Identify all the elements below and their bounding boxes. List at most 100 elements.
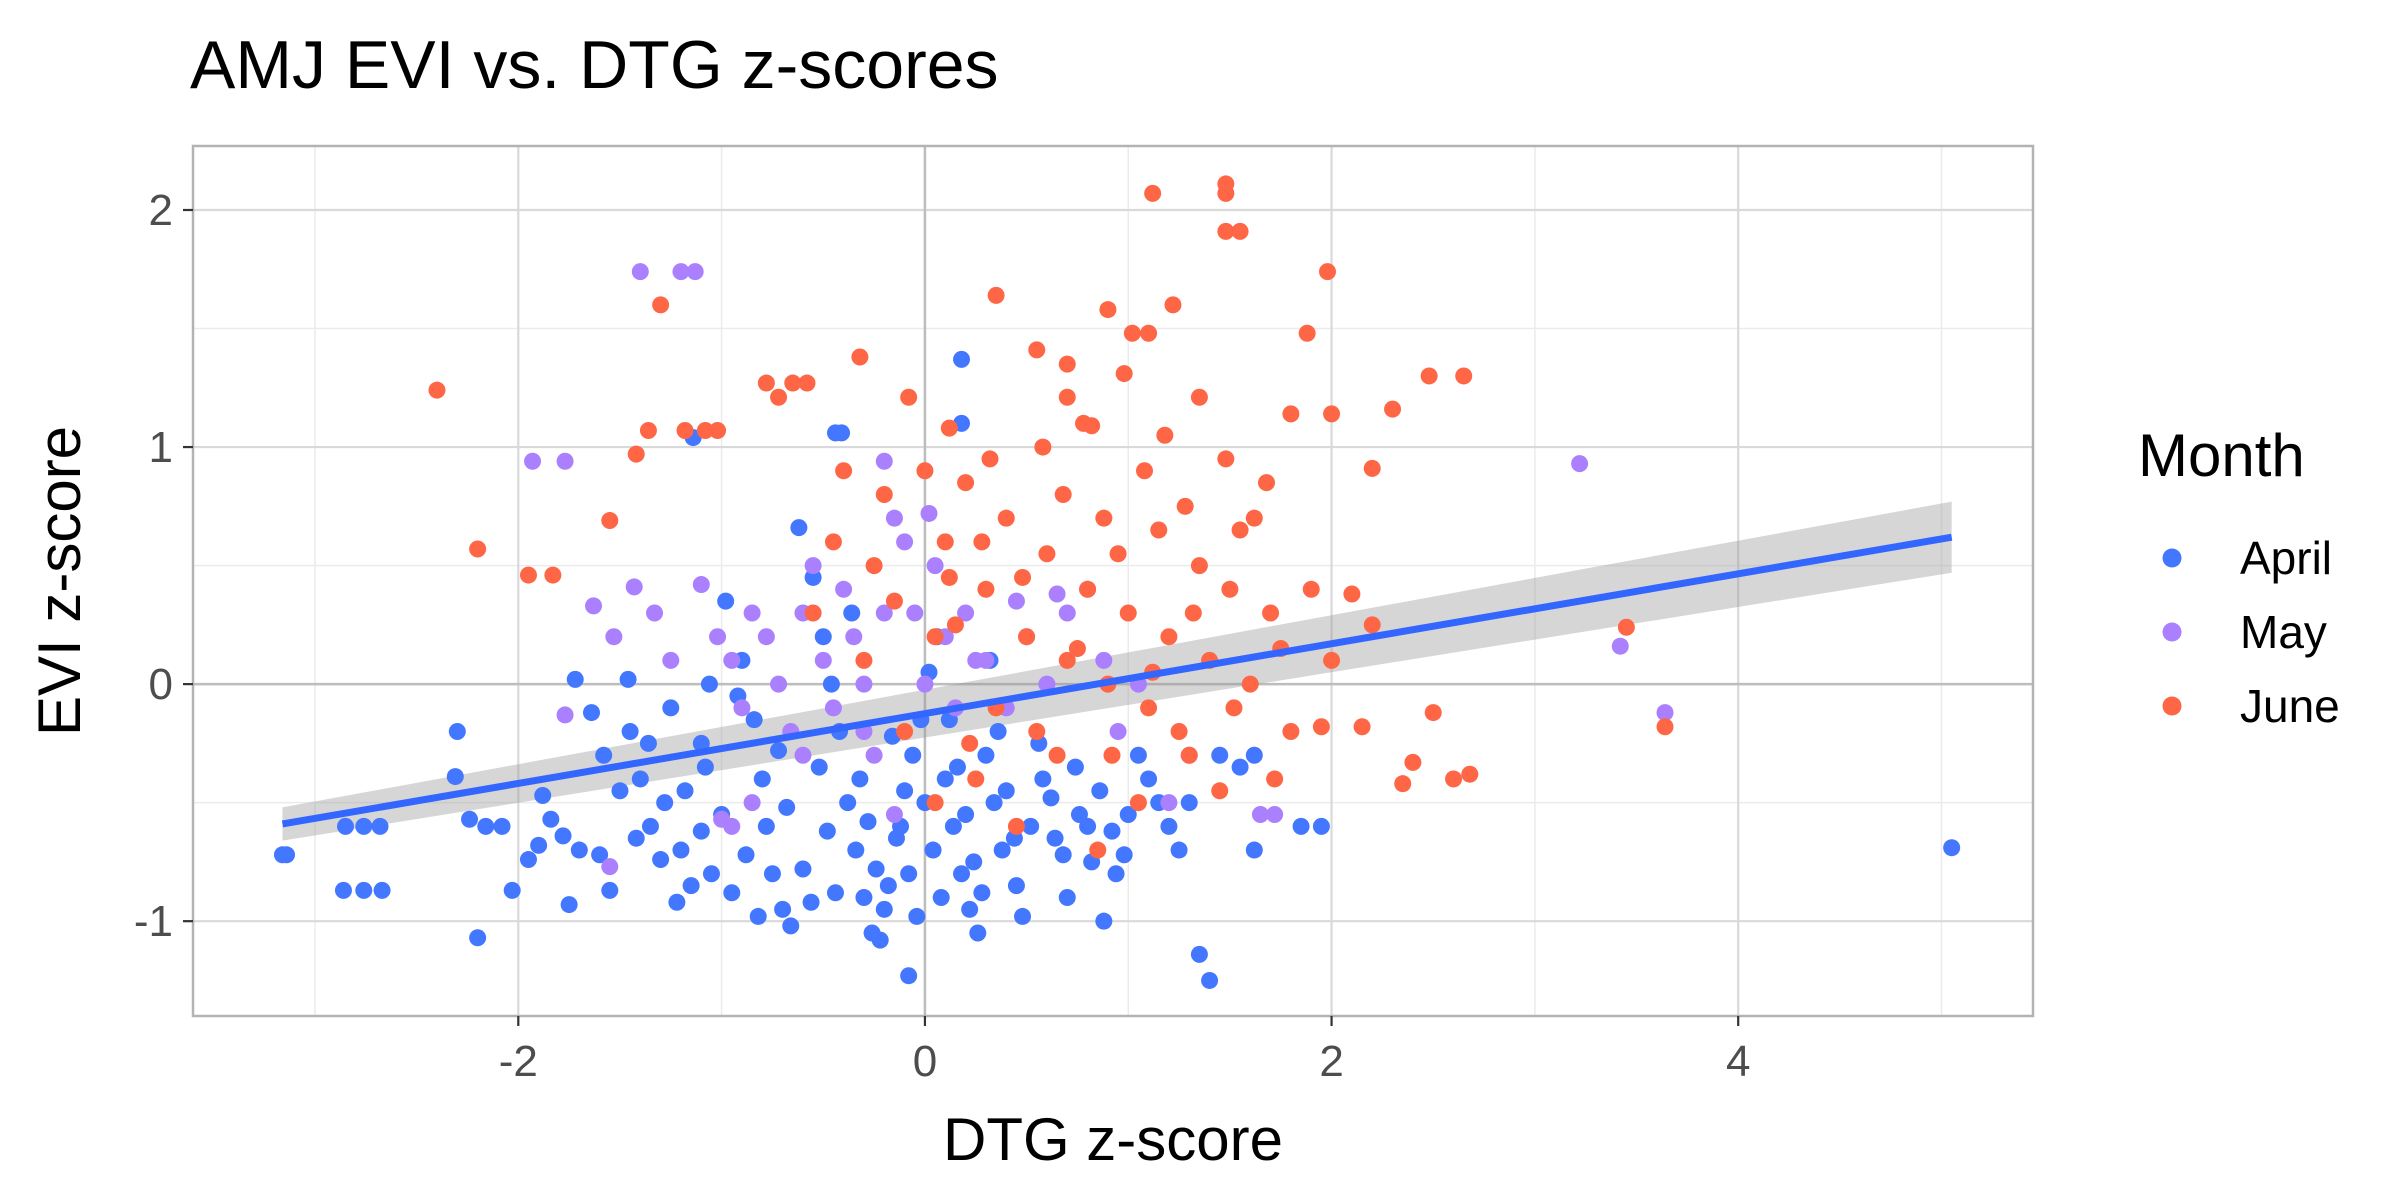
- data-point: [924, 841, 942, 859]
- data-point: [763, 865, 781, 883]
- data-point: [1164, 296, 1182, 314]
- data-point: [802, 893, 820, 911]
- data-point: [1054, 485, 1072, 503]
- data-point: [446, 768, 464, 786]
- data-point: [582, 704, 600, 722]
- data-point: [1058, 388, 1076, 406]
- data-point: [585, 597, 603, 615]
- data-point: [953, 350, 971, 368]
- plot-panel-border: [191, 144, 2035, 1018]
- y-tick-label: -1: [134, 897, 173, 946]
- chart-title: AMJ EVI vs. DTG z-scores: [190, 27, 999, 103]
- x-tick-label: 2: [1319, 1037, 1343, 1086]
- data-point: [835, 462, 853, 480]
- data-point: [1066, 758, 1084, 776]
- data-point: [859, 813, 877, 831]
- data-point: [428, 381, 446, 399]
- data-point: [709, 421, 727, 439]
- data-point: [743, 604, 761, 622]
- data-point: [1353, 718, 1371, 736]
- data-point: [1571, 455, 1589, 473]
- data-point: [448, 723, 466, 741]
- data-point: [957, 474, 975, 492]
- data-point: [1323, 651, 1341, 669]
- data-points-layer: [273, 175, 1961, 989]
- data-point: [1170, 723, 1188, 741]
- data-point: [855, 675, 873, 693]
- data-point: [1107, 865, 1125, 883]
- data-point: [1160, 817, 1178, 835]
- data-point: [896, 533, 914, 551]
- data-point: [926, 794, 944, 812]
- data-point: [851, 770, 869, 788]
- data-point: [1217, 184, 1235, 202]
- data-point: [1140, 324, 1158, 342]
- data-point: [753, 770, 771, 788]
- data-point: [1034, 438, 1052, 456]
- data-point: [702, 865, 720, 883]
- data-point: [1420, 367, 1438, 385]
- data-point: [601, 512, 619, 530]
- data-point: [1046, 829, 1064, 847]
- data-point: [554, 827, 572, 845]
- data-point: [900, 967, 918, 985]
- x-tick-label: 4: [1726, 1037, 1750, 1086]
- legend-key-april: [2162, 548, 2182, 568]
- legend: Month April May June: [2138, 422, 2340, 732]
- data-point: [926, 557, 944, 575]
- data-point: [804, 557, 822, 575]
- data-point: [940, 568, 958, 586]
- data-point: [908, 907, 926, 925]
- data-point: [627, 829, 645, 847]
- data-point: [1109, 545, 1127, 563]
- data-point: [733, 699, 751, 717]
- data-point: [843, 604, 861, 622]
- data-point: [1007, 592, 1025, 610]
- data-point: [790, 519, 808, 537]
- data-point: [885, 509, 903, 527]
- data-point: [1054, 846, 1072, 864]
- data-point: [692, 734, 710, 752]
- data-point: [1245, 746, 1263, 764]
- data-point: [1160, 794, 1178, 812]
- data-point: [1455, 367, 1473, 385]
- data-point: [646, 604, 664, 622]
- data-point: [371, 817, 389, 835]
- data-point: [1282, 723, 1300, 741]
- data-point: [700, 675, 718, 693]
- data-point: [973, 884, 991, 902]
- data-point: [774, 900, 792, 918]
- data-point: [847, 841, 865, 859]
- data-point: [1384, 400, 1402, 418]
- data-point: [1424, 704, 1442, 722]
- data-point: [1231, 222, 1249, 240]
- data-point: [1140, 770, 1158, 788]
- data-point: [631, 263, 649, 281]
- data-point: [601, 881, 619, 899]
- data-point: [1160, 628, 1178, 646]
- data-point: [524, 452, 542, 470]
- data-point: [1014, 568, 1032, 586]
- data-point: [900, 865, 918, 883]
- data-point: [916, 462, 934, 480]
- data-point: [676, 782, 694, 800]
- data-point: [1058, 651, 1076, 669]
- data-point: [875, 485, 893, 503]
- data-point: [1266, 770, 1284, 788]
- data-point: [936, 770, 954, 788]
- data-point: [977, 580, 995, 598]
- data-point: [692, 822, 710, 840]
- data-point: [757, 374, 775, 392]
- data-point: [1042, 789, 1060, 807]
- data-point: [865, 557, 883, 575]
- data-point: [570, 841, 588, 859]
- data-point: [818, 822, 836, 840]
- data-point: [839, 794, 857, 812]
- data-point: [692, 576, 710, 594]
- data-point: [1656, 704, 1674, 722]
- legend-label-april: April: [2240, 532, 2332, 584]
- data-point: [851, 348, 869, 366]
- data-point: [355, 881, 373, 899]
- data-point: [469, 929, 487, 947]
- data-point: [336, 817, 354, 835]
